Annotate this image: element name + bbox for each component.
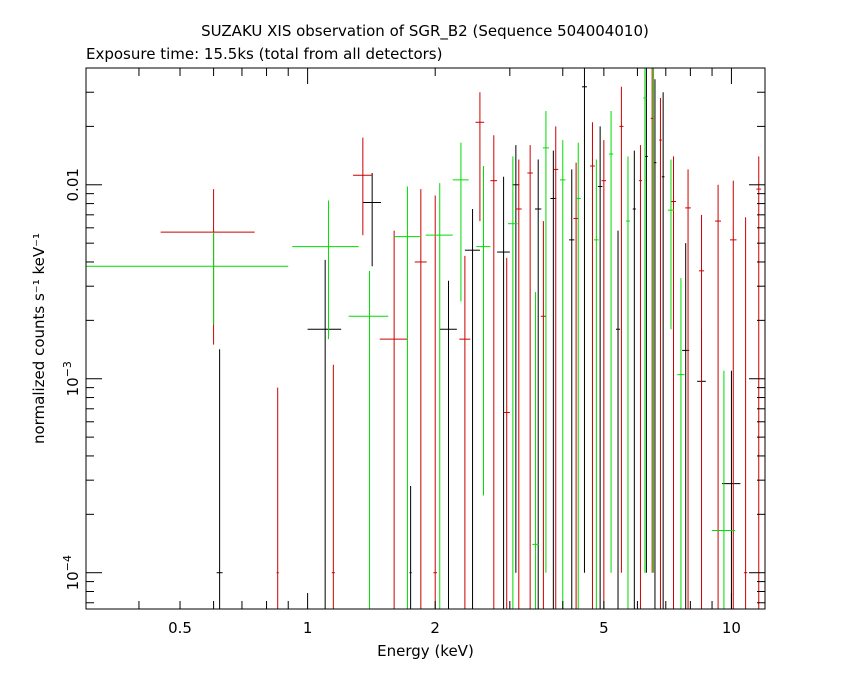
data-point	[532, 292, 539, 609]
chart-subtitle: Exposure time: 15.5ks (total from all de…	[86, 45, 443, 63]
plot-frame	[85, 67, 766, 610]
data-point	[601, 140, 607, 609]
y-tick-label: 0.01	[64, 168, 82, 201]
x-tick-label: 1	[303, 619, 313, 637]
data-point	[292, 200, 359, 340]
data-point	[553, 126, 559, 609]
data-point	[276, 387, 279, 609]
data-point	[652, 68, 655, 573]
data-point	[560, 140, 566, 609]
data-point	[619, 86, 624, 573]
data-point	[464, 209, 480, 609]
data-point	[216, 349, 223, 609]
series-red	[160, 68, 762, 609]
data-point	[685, 169, 691, 609]
data-point	[590, 122, 595, 609]
data-point	[643, 68, 647, 573]
data-point	[507, 156, 518, 609]
data-point	[497, 176, 510, 609]
x-tick-label: 10	[722, 619, 741, 637]
y-tick-label: 10−4	[61, 555, 82, 590]
x-tick-label: 0.5	[168, 619, 192, 637]
data-point	[394, 186, 420, 609]
data-point	[515, 159, 522, 609]
data-point	[661, 92, 665, 609]
data-point	[452, 142, 469, 302]
data-point	[698, 214, 705, 609]
data-point	[608, 111, 614, 573]
data-point	[712, 370, 736, 609]
data-point	[475, 92, 485, 222]
data-point	[160, 189, 255, 345]
data-point	[425, 183, 453, 609]
y-axis-label: normalized counts s⁻¹ keV⁻¹	[30, 233, 48, 444]
data-point	[615, 230, 621, 609]
data-point	[459, 255, 471, 609]
data-point	[86, 232, 289, 325]
x-tick-label: 5	[599, 619, 609, 637]
data-point	[729, 180, 737, 609]
data-point	[632, 150, 636, 609]
data-point	[638, 145, 642, 609]
data-point	[670, 156, 677, 609]
data-point	[362, 173, 382, 267]
chart-title: SUZAKU XIS observation of SGR_B2 (Sequen…	[201, 22, 649, 40]
data-point	[575, 142, 581, 609]
data-point	[331, 364, 335, 609]
data-point	[409, 485, 412, 609]
series-black	[216, 68, 741, 609]
data-point	[743, 217, 748, 609]
y-tick-exponent: −4	[61, 555, 74, 571]
data-point	[667, 159, 675, 330]
data-point	[597, 126, 603, 609]
data-point	[715, 184, 722, 609]
data-point	[433, 195, 438, 609]
x-tick-label: 2	[430, 619, 440, 637]
data-point	[626, 156, 630, 609]
data-point	[414, 189, 427, 609]
data-point	[721, 370, 741, 609]
data-point	[379, 230, 408, 609]
data-point	[439, 280, 457, 609]
series-layer	[86, 68, 762, 609]
data-point	[542, 111, 549, 573]
data-point	[348, 270, 389, 609]
data-point	[476, 165, 491, 496]
data-point	[659, 98, 662, 609]
data-point	[527, 145, 533, 609]
data-point	[540, 221, 546, 609]
data-point	[594, 159, 599, 609]
ticks-layer	[85, 67, 765, 609]
data-point	[677, 278, 685, 609]
series-green	[86, 68, 736, 609]
y-tick-base: 10	[64, 571, 82, 590]
data-point	[569, 169, 575, 609]
x-axis-label: Energy (keV)	[377, 642, 474, 660]
y-tick-base: 10	[64, 377, 82, 396]
data-point	[512, 145, 520, 573]
data-point	[503, 257, 510, 609]
data-point	[307, 259, 342, 609]
data-point	[353, 137, 373, 236]
data-point	[581, 68, 587, 573]
data-point	[756, 156, 762, 609]
y-tick-exponent: −3	[61, 361, 74, 377]
data-point	[535, 159, 542, 609]
data-point	[490, 135, 498, 609]
y-tick-label: 10−3	[61, 361, 82, 396]
